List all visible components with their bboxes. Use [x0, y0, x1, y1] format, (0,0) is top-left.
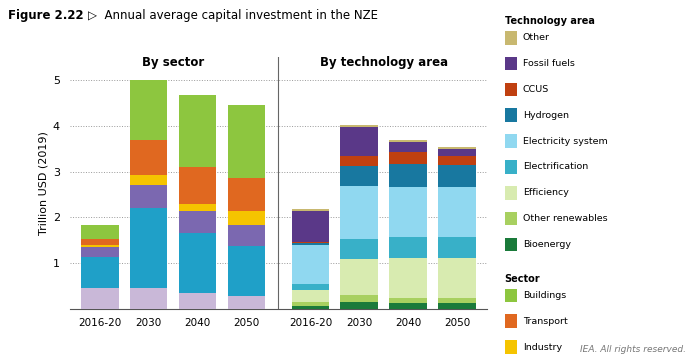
- Bar: [179, 233, 216, 293]
- Text: Figure 2.22: Figure 2.22: [8, 9, 84, 22]
- Text: Electrification: Electrification: [523, 162, 588, 172]
- Text: IEA. All rights reserved.: IEA. All rights reserved.: [580, 345, 686, 354]
- Bar: [340, 260, 378, 295]
- Bar: [438, 149, 476, 156]
- Text: ▷  Annual average capital investment in the NZE: ▷ Annual average capital investment in t…: [88, 9, 379, 22]
- Bar: [340, 186, 378, 239]
- Bar: [81, 225, 118, 239]
- Text: By technology area: By technology area: [319, 56, 448, 69]
- Bar: [292, 306, 329, 309]
- Bar: [228, 296, 265, 309]
- Text: Efficiency: Efficiency: [523, 188, 569, 197]
- Bar: [292, 290, 329, 302]
- Text: Hydrogen: Hydrogen: [523, 111, 569, 120]
- Bar: [129, 288, 168, 309]
- Text: Buildings: Buildings: [523, 291, 566, 300]
- Text: Sector: Sector: [505, 274, 540, 284]
- Bar: [81, 288, 118, 309]
- Bar: [228, 225, 265, 246]
- Bar: [129, 175, 168, 185]
- Bar: [389, 303, 427, 309]
- Bar: [438, 146, 476, 149]
- Bar: [340, 127, 378, 156]
- Bar: [228, 106, 265, 178]
- Bar: [340, 156, 378, 166]
- Bar: [292, 302, 329, 306]
- Text: Bioenergy: Bioenergy: [523, 240, 571, 249]
- Bar: [438, 257, 476, 298]
- Bar: [228, 210, 265, 225]
- Bar: [179, 293, 216, 309]
- Text: Industry: Industry: [523, 342, 562, 352]
- Bar: [129, 208, 168, 288]
- Bar: [389, 153, 427, 164]
- Bar: [389, 143, 427, 153]
- Text: Other: Other: [523, 33, 550, 42]
- Bar: [179, 95, 216, 167]
- Bar: [292, 209, 329, 211]
- Bar: [129, 80, 168, 140]
- Bar: [389, 187, 427, 237]
- Bar: [292, 284, 329, 290]
- Text: Other renewables: Other renewables: [523, 214, 608, 223]
- Text: Technology area: Technology area: [505, 16, 594, 26]
- Bar: [81, 245, 118, 247]
- Bar: [340, 166, 378, 186]
- Bar: [81, 257, 118, 288]
- Bar: [292, 211, 329, 242]
- Bar: [228, 178, 265, 210]
- Bar: [292, 243, 329, 245]
- Bar: [81, 247, 118, 257]
- Text: Transport: Transport: [523, 317, 567, 326]
- Text: Electricity system: Electricity system: [523, 136, 608, 146]
- Bar: [179, 204, 216, 210]
- Bar: [81, 239, 118, 245]
- Bar: [340, 295, 378, 302]
- Text: By sector: By sector: [142, 56, 204, 69]
- Bar: [438, 303, 476, 309]
- Bar: [340, 239, 378, 260]
- Bar: [389, 298, 427, 303]
- Bar: [438, 156, 476, 165]
- Bar: [179, 167, 216, 204]
- Y-axis label: Trillion USD (2019): Trillion USD (2019): [38, 131, 49, 235]
- Bar: [389, 164, 427, 187]
- Bar: [389, 237, 427, 257]
- Bar: [438, 165, 476, 187]
- Bar: [292, 245, 329, 284]
- Bar: [179, 210, 216, 233]
- Bar: [438, 298, 476, 303]
- Text: CCUS: CCUS: [523, 85, 549, 94]
- Text: Fossil fuels: Fossil fuels: [523, 59, 575, 68]
- Bar: [438, 187, 476, 237]
- Bar: [292, 242, 329, 243]
- Bar: [389, 257, 427, 298]
- Bar: [228, 246, 265, 296]
- Bar: [438, 237, 476, 257]
- Bar: [129, 185, 168, 208]
- Bar: [389, 140, 427, 143]
- Bar: [340, 302, 378, 309]
- Bar: [340, 125, 378, 127]
- Bar: [129, 140, 168, 175]
